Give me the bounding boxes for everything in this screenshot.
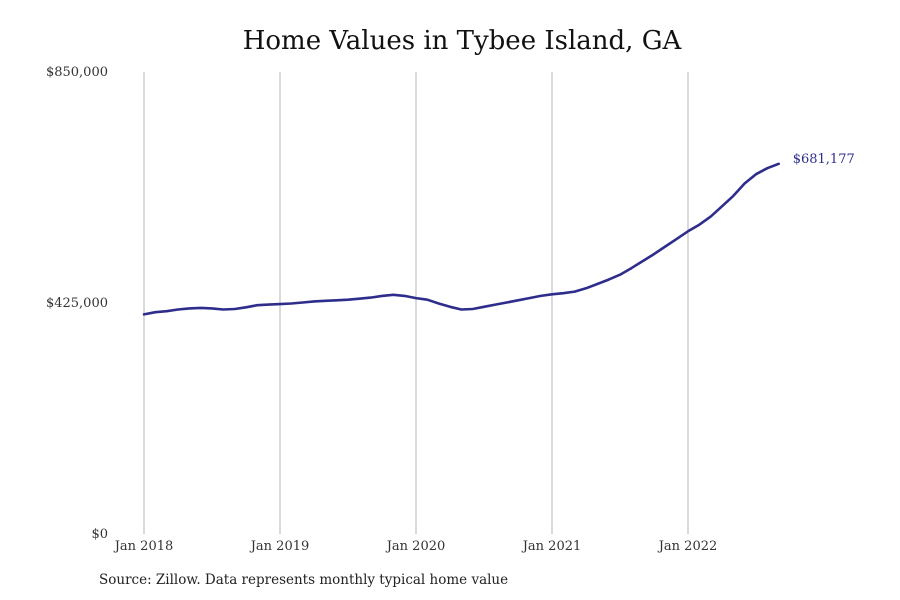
y-tick-label-2: $850,000	[46, 65, 108, 80]
series-line-0	[142, 162, 781, 316]
y-tick-label-0: $0	[91, 527, 108, 542]
x-tick-label-0: Jan 2018	[113, 539, 174, 554]
chart-title: Home Values in Tybee Island, GA	[242, 26, 682, 56]
x-tick-label-4: Jan 2022	[657, 539, 718, 554]
end-value-label: $681,177	[793, 152, 855, 167]
y-tick-label-1: $425,000	[46, 296, 108, 311]
x-tick-label-2: Jan 2020	[385, 539, 446, 554]
x-tick-label-3: Jan 2021	[521, 539, 582, 554]
grid-layer	[143, 72, 689, 534]
series-layer	[142, 162, 781, 316]
label-layer: $681,177	[793, 152, 855, 167]
x-axis: Jan 2018 Jan 2019 Jan 2020 Jan 2021 Jan 2022	[113, 539, 718, 554]
source-note: Source: Zillow. Data represents monthly …	[99, 572, 509, 588]
y-axis: $0 $425,000 $850,000	[46, 65, 108, 542]
x-tick-label-1: Jan 2019	[249, 539, 310, 554]
